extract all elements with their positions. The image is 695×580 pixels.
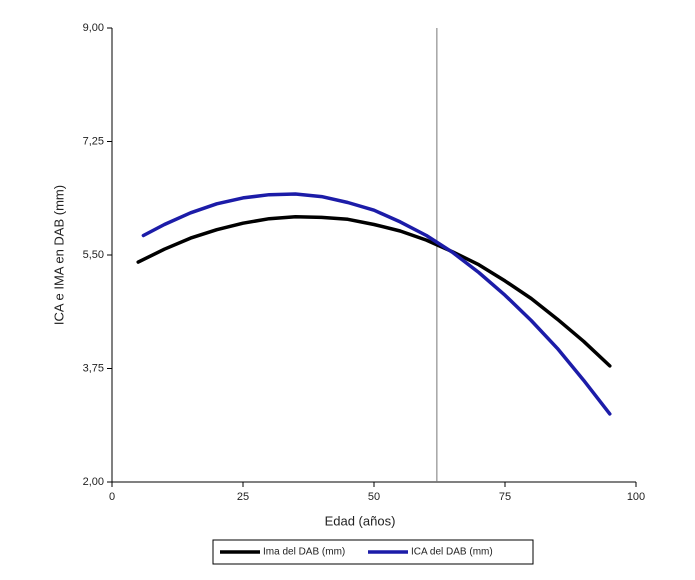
legend-label: ICA del DAB (mm) — [411, 547, 493, 558]
y-tick-label: 5,50 — [83, 249, 104, 261]
series-line — [136, 214, 612, 368]
x-tick-label: 75 — [499, 491, 511, 503]
y-tick-label: 9,00 — [83, 22, 104, 34]
series-line — [141, 192, 612, 416]
y-tick-label: 2,00 — [83, 476, 104, 488]
x-tick-label: 100 — [627, 491, 645, 503]
y-tick-label: 3,75 — [83, 362, 104, 374]
x-tick-label: 25 — [237, 491, 249, 503]
x-axis-label: Edad (años) — [325, 513, 396, 528]
legend-label: Ima del DAB (mm) — [263, 547, 345, 558]
x-tick-label: 50 — [368, 491, 380, 503]
y-tick-label: 7,25 — [83, 135, 104, 147]
y-axis-label: ICA e IMA en DAB (mm) — [51, 185, 66, 325]
x-tick-label: 0 — [109, 491, 115, 503]
